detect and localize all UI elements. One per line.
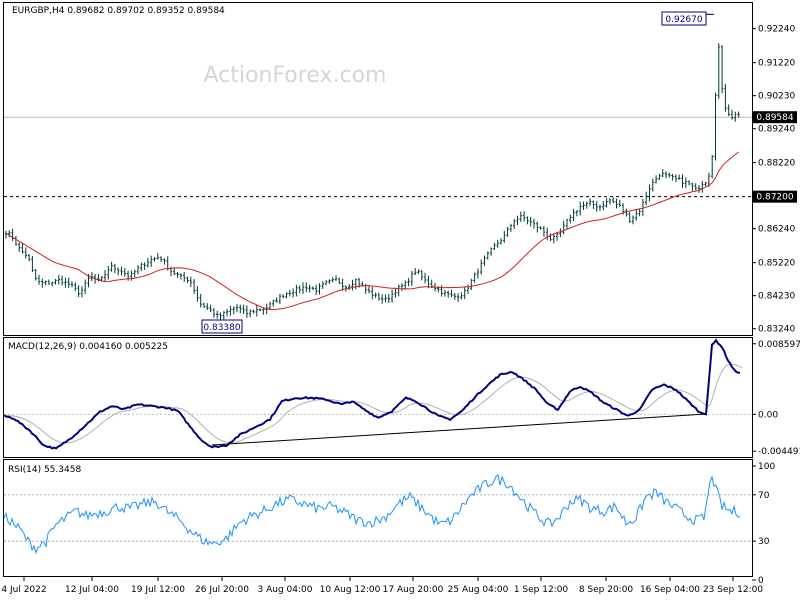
y-tick-label: 0.008597 [758, 340, 800, 350]
rsi-axis: 100 70 30 0 [752, 462, 775, 586]
watermark: ActionForex.com [204, 63, 387, 88]
time-axis: 4 Jul 2022 12 Jul 04:00 19 Jul 12:00 26 Jul… [1, 577, 763, 595]
x-tick-label: 17 Aug 20:00 [383, 585, 444, 595]
y-tick-label: 30 [758, 537, 770, 547]
rsi-header: RSI(14) 55.3458 [8, 465, 81, 475]
y-tick-label: 0.92240 [758, 25, 795, 35]
y-tick-label: 100 [758, 462, 775, 472]
low-annotation: 0.83380 [201, 319, 243, 334]
macd-trendline [211, 413, 707, 446]
moving-average-line [5, 151, 739, 311]
price-bars [4, 43, 740, 321]
price-header: EURGBP,H4 0.89682 0.89702 0.89352 0.8958… [12, 6, 225, 16]
price-panel-frame [3, 2, 753, 336]
y-tick-label: 0.83240 [758, 325, 795, 335]
support-price-label: 0.87200 [756, 193, 793, 203]
y-tick-label: 0.84230 [758, 292, 795, 302]
price-panel: 0.92240 0.91220 0.90230 0.89240 0.88220 0.862… [4, 11, 797, 335]
high-annotation-label: 0.92670 [665, 15, 702, 25]
y-tick-label: 0.00 [758, 410, 778, 420]
x-tick-label: 23 Sep 12:00 [703, 585, 763, 595]
macd-panel-frame [3, 337, 753, 458]
x-tick-label: 8 Sep 20:00 [579, 585, 634, 595]
macd-axis: 0.008597 0.00 -0.004491 [752, 340, 800, 457]
y-tick-label: 0.88220 [758, 159, 795, 169]
y-tick-label: 70 [758, 491, 770, 501]
x-tick-label: 26 Jul 20:00 [195, 585, 249, 595]
y-tick-label: 0.91220 [758, 59, 795, 69]
x-tick-label: 19 Jul 12:00 [131, 585, 185, 595]
y-tick-label: 0 [758, 576, 764, 586]
macd-panel: 0.008597 0.00 -0.004491 [3, 338, 800, 457]
rsi-panel-frame [3, 459, 753, 577]
macd-header: MACD(12,26,9) 0.004160 0.005225 [8, 342, 168, 352]
x-tick-label: 10 Aug 12:00 [320, 585, 381, 595]
x-tick-label: 1 Sep 12:00 [514, 585, 569, 595]
y-tick-label: 0.86240 [758, 225, 795, 235]
macd-line [3, 338, 741, 450]
high-annotation: 0.92670 [661, 11, 714, 26]
macd-signal-line [5, 363, 743, 444]
x-tick-label: 16 Sep 04:00 [640, 585, 700, 595]
low-annotation-label: 0.83380 [203, 323, 240, 333]
x-tick-label: 12 Jul 04:00 [65, 585, 119, 595]
current-price-label: 0.89584 [756, 113, 793, 123]
low-annotation-box [201, 319, 243, 334]
current-price-tag [753, 111, 797, 124]
support-price-tag [753, 190, 797, 203]
y-tick-label: 0.90230 [758, 92, 795, 102]
rsi-line [3, 473, 741, 555]
high-annotation-box [661, 11, 707, 26]
x-tick-label: 4 Jul 2022 [1, 585, 46, 595]
x-tick-label: 25 Aug 04:00 [448, 585, 509, 595]
y-tick-label: -0.004491 [758, 447, 800, 457]
y-tick-label: 0.89240 [758, 125, 795, 135]
x-tick-label: 3 Aug 04:00 [258, 585, 313, 595]
rsi-panel: 100 70 30 0 [3, 462, 775, 586]
y-tick-label: 0.85220 [758, 259, 795, 269]
price-axis: 0.92240 0.91220 0.90230 0.89240 0.88220 0.862… [752, 25, 795, 335]
